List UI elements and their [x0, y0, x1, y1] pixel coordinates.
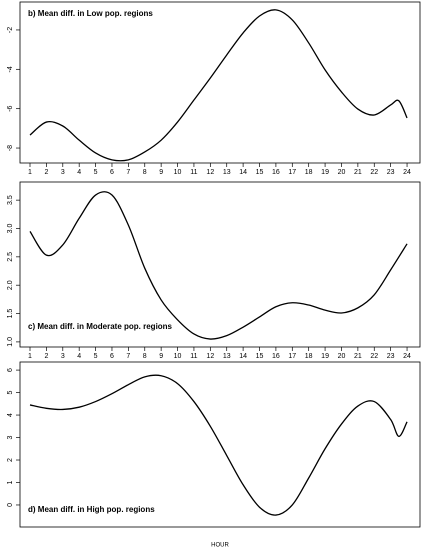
y-tick-label: 0	[7, 503, 14, 507]
x-tick-label: 21	[354, 169, 362, 176]
x-tick-label: 23	[387, 169, 395, 176]
y-tick-label: 1.5	[7, 309, 14, 319]
x-tick-label: 6	[110, 169, 114, 176]
x-tick-label: 5	[94, 353, 98, 360]
x-tick-label: 1	[28, 353, 32, 360]
x-tick-label: 3	[61, 353, 65, 360]
x-tick-label: 23	[387, 353, 395, 360]
x-tick-label: 11	[190, 353, 197, 360]
x-tick-label: 19	[321, 169, 329, 176]
x-tick-label: 4	[77, 353, 81, 360]
x-tick-label: 16	[272, 353, 280, 360]
x-tick-label: 2	[44, 169, 48, 176]
x-tick-label: 3	[61, 169, 65, 176]
panel-title: c) Mean diff. in Moderate pop. regions	[28, 322, 173, 331]
x-tick-label: 7	[126, 353, 130, 360]
x-tick-label: 15	[256, 169, 264, 176]
x-tick-label: 12	[206, 169, 214, 176]
x-tick-label: 22	[370, 353, 378, 360]
x-tick-label: 18	[305, 169, 313, 176]
x-tick-label: 5	[94, 169, 98, 176]
y-tick-label: 1	[7, 480, 14, 484]
x-tick-label: 2	[44, 353, 48, 360]
x-tick-label: 21	[354, 353, 362, 360]
line-series	[29, 191, 408, 340]
x-tick-label: 14	[239, 169, 247, 176]
y-tick-label: 5	[7, 391, 14, 395]
x-tick-label: 17	[288, 353, 296, 360]
y-tick-label: 2.5	[7, 252, 14, 262]
y-tick-label: 6	[7, 368, 14, 372]
panel-title: d) Mean diff. in High pop. regions	[28, 505, 155, 514]
y-tick-label: -4	[7, 66, 14, 72]
x-tick-label: 20	[338, 353, 346, 360]
y-tick-label: 3	[7, 435, 14, 439]
x-tick-label: 22	[370, 169, 378, 176]
y-tick-label: 2	[7, 458, 14, 462]
line-series	[29, 374, 408, 516]
x-tick-label: 9	[159, 353, 163, 360]
x-tick-label: 14	[239, 353, 247, 360]
y-tick-label: -8	[7, 145, 14, 151]
y-tick-label: 1.0	[7, 337, 14, 347]
plot-frame	[19, 181, 421, 348]
panel-title: b) Mean diff. in Low pop. regions	[28, 9, 153, 18]
y-tick-label: 3.5	[7, 195, 14, 205]
x-tick-label: 13	[223, 353, 231, 360]
x-axis-label: HOUR	[211, 543, 229, 549]
plot-frame	[19, 361, 421, 528]
x-tick-label: 13	[223, 169, 231, 176]
y-tick-label: 3.0	[7, 224, 14, 234]
y-tick-label: -6	[7, 105, 14, 111]
line-series	[29, 9, 408, 162]
x-tick-label: 18	[305, 353, 313, 360]
x-tick-label: 24	[403, 169, 411, 176]
y-tick-label: 2.0	[7, 280, 14, 290]
x-tick-label: 16	[272, 169, 280, 176]
x-tick-label: 15	[256, 353, 264, 360]
y-tick-label: 4	[7, 413, 14, 417]
x-tick-label: 9	[159, 169, 163, 176]
x-tick-label: 8	[143, 353, 147, 360]
x-tick-label: 1	[28, 169, 32, 176]
x-tick-label: 11	[190, 169, 197, 176]
x-tick-label: 20	[338, 169, 346, 176]
x-tick-label: 10	[174, 169, 182, 176]
x-tick-label: 10	[174, 353, 182, 360]
y-tick-label: -2	[7, 27, 14, 33]
x-tick-label: 12	[206, 353, 214, 360]
x-tick-label: 7	[126, 169, 130, 176]
x-tick-label: 24	[403, 353, 411, 360]
x-tick-label: 8	[143, 169, 147, 176]
x-tick-label: 4	[77, 169, 81, 176]
plot-frame	[19, 1, 421, 164]
x-tick-label: 6	[110, 353, 114, 360]
x-tick-label: 17	[288, 169, 296, 176]
x-tick-label: 19	[321, 353, 329, 360]
